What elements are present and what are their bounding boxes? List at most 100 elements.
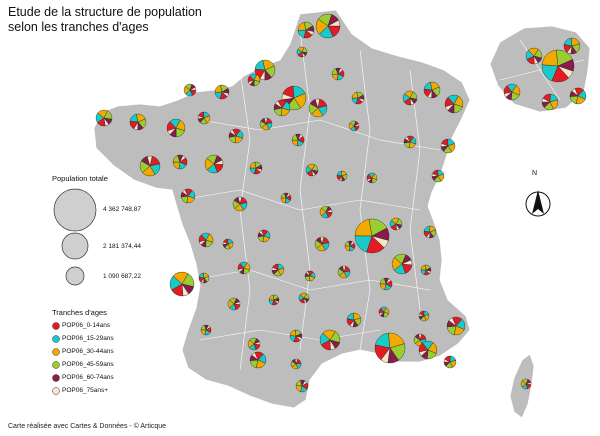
- pie-symbol: [249, 351, 267, 369]
- pie-symbol: [169, 271, 195, 297]
- pie-symbol: [247, 73, 261, 87]
- pie-slice: [263, 117, 268, 125]
- pie-symbol: [525, 47, 543, 65]
- pie-slice: [440, 143, 449, 147]
- pie-slice: [103, 117, 110, 127]
- pie-slice: [448, 317, 457, 327]
- pie-symbol: [315, 13, 341, 39]
- pie-symbol: [237, 261, 251, 275]
- pie-slice: [229, 129, 237, 137]
- pie-slice: [205, 325, 211, 331]
- pie-slice: [248, 79, 255, 85]
- pie-slice: [305, 29, 315, 36]
- pie-symbol: [197, 111, 211, 125]
- pie-slice: [271, 267, 279, 271]
- pie-slice: [380, 347, 391, 364]
- pie-symbol: [418, 310, 430, 322]
- pie-slice: [349, 241, 355, 247]
- pie-symbol: [298, 292, 310, 304]
- pie-symbol: [172, 154, 188, 170]
- pie-symbol: [389, 217, 403, 231]
- pie-slice: [301, 51, 306, 58]
- pie-slice: [253, 341, 261, 345]
- pie-symbol: [314, 236, 330, 252]
- pie-symbol: [247, 337, 261, 351]
- pie-slice: [371, 235, 389, 249]
- pie-slice: [418, 349, 429, 357]
- pie-slice: [314, 98, 320, 109]
- pie-symbol: [296, 46, 308, 58]
- legend-age-swatches: [52, 322, 60, 395]
- pie-charts: [95, 13, 587, 393]
- pie-symbol: [305, 163, 319, 177]
- pie-symbol: [379, 277, 393, 291]
- pie-symbol: [443, 355, 457, 369]
- pie-slice: [237, 196, 242, 205]
- pie-symbol: [569, 87, 587, 105]
- pie-symbol: [290, 358, 302, 370]
- pie-symbol: [291, 133, 305, 147]
- legend-circle-large: [53, 188, 97, 232]
- pie-symbol: [344, 240, 356, 252]
- pie-symbol: [289, 329, 303, 343]
- legend-size-value-1: 4 362 748,87: [103, 206, 141, 213]
- pie-slice: [222, 241, 229, 245]
- pie-symbol: [503, 83, 521, 101]
- pie-slice: [378, 311, 385, 316]
- pie-symbol: [423, 225, 437, 239]
- pie-slice: [445, 103, 455, 111]
- pie-symbol: [271, 263, 285, 277]
- pie-slice: [303, 297, 307, 304]
- pie-symbol: [183, 83, 197, 97]
- pie-symbol: [200, 324, 212, 336]
- pie-symbol: [227, 297, 241, 311]
- north-arrow-icon: [532, 190, 544, 214]
- pie-slice: [425, 269, 432, 274]
- pie-slice: [427, 89, 433, 99]
- pie-symbol: [198, 272, 210, 284]
- pie-slice: [395, 223, 400, 231]
- pie-symbol: [541, 93, 559, 111]
- pie-slice: [295, 335, 302, 341]
- pie-symbol: [222, 238, 234, 250]
- pie-symbol: [319, 329, 341, 351]
- pie-slice: [338, 175, 343, 182]
- pie-symbol: [351, 91, 365, 105]
- pie-symbol: [204, 154, 224, 174]
- title-line-2: selon les tranches d'ages: [8, 20, 149, 34]
- pie-slice: [301, 380, 308, 387]
- pie-slice: [541, 97, 551, 103]
- map-title: Etude de la structure de population selo…: [8, 5, 202, 35]
- pie-symbol: [232, 196, 248, 212]
- pie-symbol: [308, 98, 328, 118]
- pie-slice: [327, 19, 341, 27]
- pie-slice: [353, 123, 360, 127]
- pie-symbol: [228, 128, 244, 144]
- legend-age-swatch: [52, 387, 60, 395]
- pie-symbol: [139, 155, 161, 177]
- pie-symbol: [440, 138, 456, 154]
- pie-slice: [525, 381, 532, 385]
- pie-symbol: [254, 59, 276, 81]
- legend-age-swatch: [52, 335, 60, 343]
- pie-symbol: [366, 172, 378, 184]
- pie-slice: [285, 193, 291, 199]
- pie-slice: [133, 121, 139, 131]
- pie-symbol: [259, 117, 273, 131]
- pie-symbol: [337, 265, 351, 279]
- pie-slice: [342, 265, 346, 273]
- pie-symbol: [563, 37, 581, 55]
- pie-slice: [251, 352, 259, 361]
- legend-circle-medium: [61, 232, 89, 260]
- pie-slice: [255, 167, 263, 173]
- legend-age-label-3: POP06_30-44ans: [62, 348, 114, 355]
- pie-symbol: [418, 340, 438, 360]
- pie-symbol: [129, 113, 147, 131]
- pie-symbol: [331, 67, 345, 81]
- pie-slice: [533, 55, 539, 65]
- pie-symbol: [198, 232, 214, 248]
- pie-slice: [146, 155, 153, 167]
- pie-symbol: [402, 90, 418, 106]
- pie-slice: [366, 177, 373, 182]
- legend-age-swatch: [52, 322, 60, 330]
